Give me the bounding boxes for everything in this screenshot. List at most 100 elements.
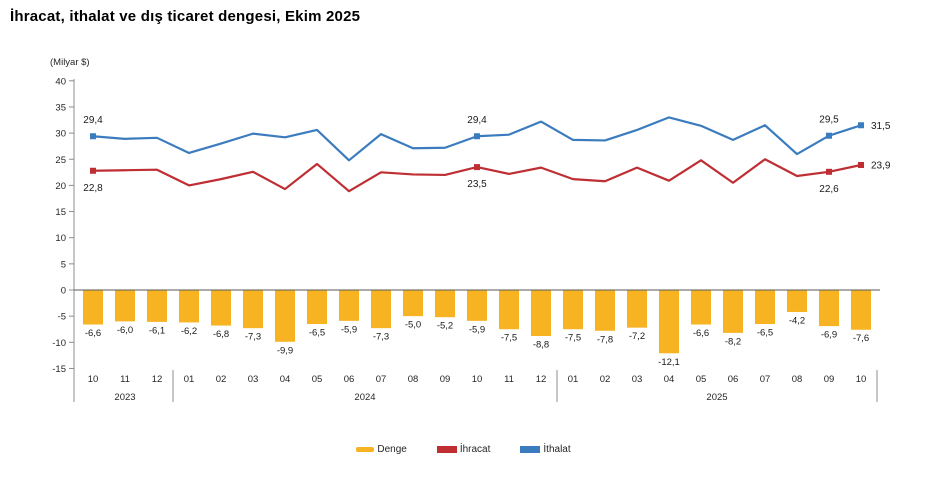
exports-point-marker [90,167,96,174]
bar-value-label: -6,6 [693,328,709,339]
month-label: 10 [856,374,867,385]
balance-bar [243,290,263,329]
month-label: 10 [472,374,483,385]
exports-point-marker [474,164,480,171]
y-tick-label: 25 [55,155,66,166]
point-value-label: 29,4 [467,115,487,126]
month-label: 04 [280,374,291,385]
month-label: 02 [600,374,611,385]
bar-value-label: -6,2 [181,326,197,337]
month-label: 06 [344,374,355,385]
month-label: 12 [152,374,163,385]
month-label: 03 [248,374,259,385]
imports-point-marker [90,133,96,140]
balance-bar [627,290,647,328]
legend-label-ihracat: İhracat [459,444,491,455]
y-axis-title: (Milyar $) [50,57,90,68]
point-value-label: 23,5 [467,179,487,190]
point-value-label: 29,4 [83,115,103,126]
point-value-label: 29,5 [819,115,839,126]
exports-point-marker [858,162,864,169]
month-label: 03 [632,374,643,385]
bar-value-label: -5,9 [469,324,485,335]
month-label: 06 [728,374,739,385]
balance-bar [339,290,359,321]
balance-bar [531,290,551,337]
month-label: 11 [120,374,130,385]
balance-bar [403,290,423,317]
y-tick-label: 5 [61,259,66,270]
bar-value-label: -7,2 [629,331,645,342]
balance-bar [563,290,583,330]
page-title: İhracat, ithalat ve dış ticaret dengesi,… [10,8,361,25]
bar-value-label: -12,1 [658,357,680,368]
balance-bar [851,290,871,330]
month-label: 04 [664,374,675,385]
balance-bar [659,290,679,354]
month-label: 10 [88,374,99,385]
balance-bar [371,290,391,329]
year-label: 2023 [114,392,135,403]
balance-bar [499,290,519,330]
balance-bar [211,290,231,326]
y-tick-label: 10 [55,233,66,244]
month-label: 12 [536,374,547,385]
imports-point-marker [474,133,480,140]
point-value-label: 31,5 [871,121,891,132]
bar-value-label: -7,8 [597,334,613,345]
month-label: 07 [376,374,387,385]
balance-bar [147,290,167,322]
bar-value-label: -6,9 [821,330,837,341]
bar-value-label: -7,3 [245,332,261,343]
exports-point-marker [826,168,832,175]
month-label: 08 [792,374,803,385]
balance-bar [435,290,455,318]
y-tick-label: 30 [55,129,66,140]
bar-value-label: -4,2 [789,315,805,326]
balance-bar [83,290,103,325]
bar-value-label: -6,6 [85,328,101,339]
month-label: 09 [440,374,451,385]
point-value-label: 23,9 [871,161,891,172]
balance-bar [467,290,487,321]
year-label: 2025 [706,392,727,403]
y-tick-label: 20 [55,181,66,192]
month-label: 05 [696,374,707,385]
balance-bar [819,290,839,327]
balance-bar [691,290,711,325]
balance-bar [307,290,327,324]
ihracat-line-swatch [436,446,457,453]
bar-value-label: -8,2 [725,336,741,347]
bar-value-label: -5,0 [405,320,421,331]
month-label: 08 [408,374,419,385]
bar-value-label: -6,1 [149,325,165,336]
point-value-label: 22,8 [83,183,103,194]
legend-item-denge: Denge [356,444,407,455]
y-tick-label: -5 [58,312,66,323]
y-tick-label: 0 [61,286,66,297]
chart-legend: Denge İhracat İthalat [0,444,927,455]
ihracat-swatch-marker [444,447,450,452]
balance-bar [275,290,295,342]
balance-bar [115,290,135,322]
month-label: 09 [824,374,835,385]
y-tick-label: -10 [52,338,66,349]
bar-value-label: -6,8 [213,329,229,340]
balance-bar [787,290,807,312]
balance-bar [595,290,615,331]
balance-bar [755,290,775,324]
ithalat-line-swatch [520,446,541,453]
bar-value-label: -7,6 [853,333,869,344]
y-tick-label: 40 [55,76,66,87]
legend-item-ihracat: İhracat [436,444,491,455]
bar-value-label: -8,8 [533,340,549,351]
y-tick-label: -15 [52,364,66,375]
month-label: 11 [504,374,514,385]
bar-value-label: -7,5 [501,333,517,344]
bar-value-label: -5,9 [341,324,357,335]
legend-item-ithalat: İthalat [520,444,571,455]
legend-label-ithalat: İthalat [543,444,571,455]
bar-value-label: -7,3 [373,332,389,343]
